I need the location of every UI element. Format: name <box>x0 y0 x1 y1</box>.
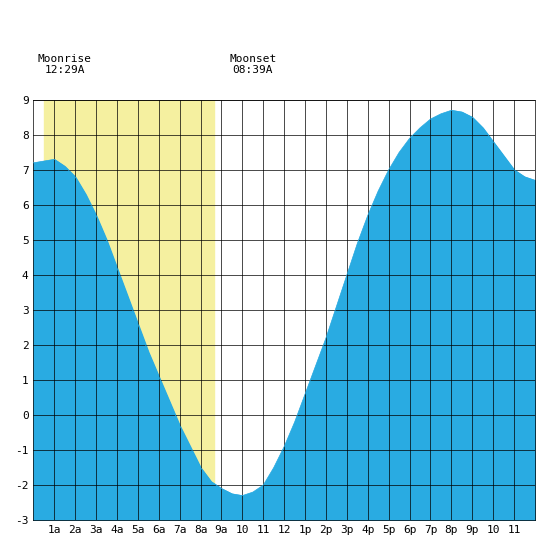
Text: Moonrise
12:29A: Moonrise 12:29A <box>38 54 92 75</box>
Text: Moonset
08:39A: Moonset 08:39A <box>229 54 277 75</box>
Polygon shape <box>43 100 214 520</box>
